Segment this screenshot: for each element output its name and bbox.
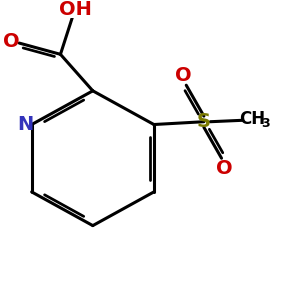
Text: CH: CH (239, 110, 266, 128)
Text: 3: 3 (261, 117, 269, 130)
Text: N: N (17, 115, 33, 134)
Text: S: S (197, 112, 211, 131)
Text: O: O (3, 32, 20, 51)
Text: O: O (216, 158, 233, 178)
Text: O: O (175, 66, 192, 85)
Text: OH: OH (59, 0, 92, 19)
